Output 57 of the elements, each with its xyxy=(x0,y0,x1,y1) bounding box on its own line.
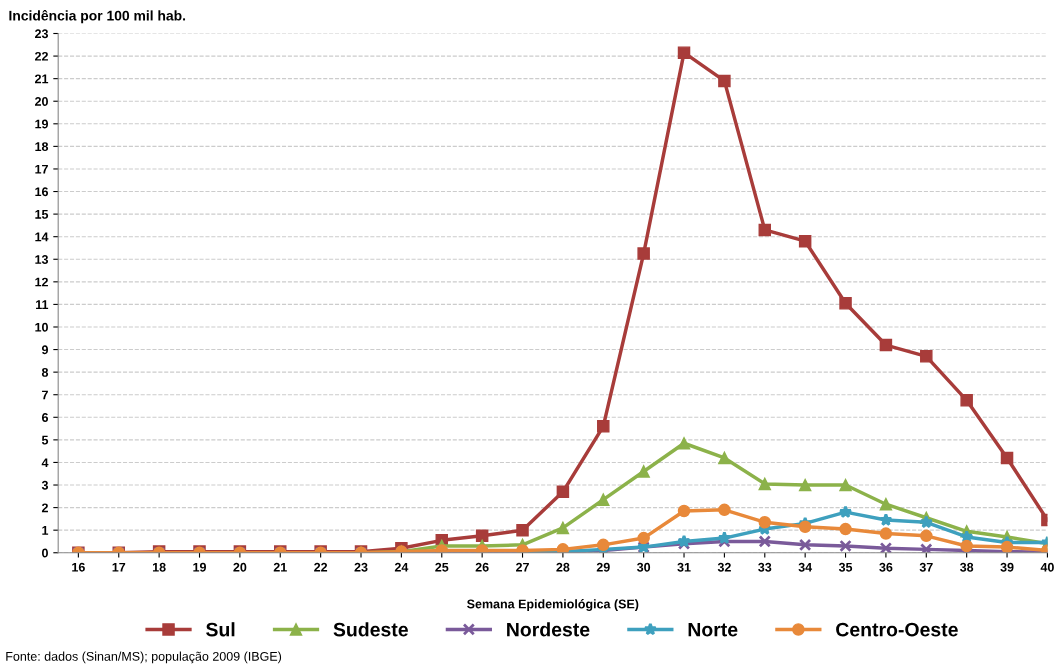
x-tick-label: 29 xyxy=(596,562,610,572)
y-tick-label: 17 xyxy=(35,164,48,174)
x-tick-label: 36 xyxy=(879,562,893,572)
y-tick-label: 10 xyxy=(35,322,48,332)
x-axis-title: Semana Epidemiológica (SE) xyxy=(467,599,639,611)
y-tick-label: 6 xyxy=(41,413,49,422)
x-tick-label: 34 xyxy=(798,562,813,572)
y-tick-label: 4 xyxy=(41,458,49,467)
x-tick-label: 32 xyxy=(717,562,731,572)
legend-label: Centro-Oeste xyxy=(836,622,958,637)
y-tick-label: 7 xyxy=(42,390,48,400)
x-tick-label: 24 xyxy=(394,562,409,572)
x-tick-label: 38 xyxy=(960,562,974,572)
y-tick-label: 14 xyxy=(35,232,49,242)
y-tick-label: 1 xyxy=(42,526,49,535)
y-tick-label: 13 xyxy=(35,255,49,264)
x-tick-label: 33 xyxy=(758,562,772,572)
x-tick-label: 35 xyxy=(838,562,853,572)
x-tick-label: 40 xyxy=(1040,562,1054,572)
x-tick-label: 28 xyxy=(556,562,570,572)
y-tick-label: 0 xyxy=(42,548,48,558)
x-tick-label: 30 xyxy=(636,562,651,572)
legend-label: Sudeste xyxy=(333,622,408,637)
y-tick-label: 3 xyxy=(41,480,49,490)
y-tick-label: 18 xyxy=(35,142,49,152)
legend-label: Sul xyxy=(206,622,235,637)
y-tick-label: 5 xyxy=(41,435,49,445)
y-tick-label: 21 xyxy=(35,74,49,84)
y-tick-label: 2 xyxy=(41,503,48,513)
x-tick-label: 27 xyxy=(516,562,529,572)
legend-label: Nordeste xyxy=(507,622,590,637)
y-tick-label: 19 xyxy=(35,119,49,129)
x-tick-label: 18 xyxy=(152,562,166,572)
y-tick-label: 9 xyxy=(41,345,48,355)
y-tick-label: 20 xyxy=(35,97,48,106)
x-tick-label: 23 xyxy=(354,562,368,572)
y-tick-label: 8 xyxy=(41,367,49,377)
source-note: Fonte: dados (Sinan/MS); população 2009 (IBGE) xyxy=(6,651,282,664)
x-tick-label: 19 xyxy=(193,562,206,572)
legend-label: Norte xyxy=(688,622,738,637)
y-tick-label: 12 xyxy=(35,277,48,287)
x-tick-label: 26 xyxy=(475,562,489,572)
x-tick-label: 37 xyxy=(919,562,933,572)
x-tick-label: 25 xyxy=(435,562,449,572)
y-tick-label: 22 xyxy=(35,51,48,61)
y-tick-label: 15 xyxy=(35,210,49,219)
x-tick-label: 31 xyxy=(677,562,691,572)
y-tick-label: 16 xyxy=(35,187,49,197)
y-tick-label: 11 xyxy=(36,300,49,309)
x-tick-label: 22 xyxy=(314,562,328,572)
x-tick-label: 16 xyxy=(72,562,85,572)
y-tick-label: 23 xyxy=(35,29,49,39)
x-tick-label: 39 xyxy=(1000,562,1014,572)
x-tick-label: 17 xyxy=(112,562,126,572)
x-tick-label: 21 xyxy=(273,562,287,572)
y-axis-title: Incidência por 100 mil hab. xyxy=(9,10,186,24)
x-tick-label: 20 xyxy=(233,562,247,572)
